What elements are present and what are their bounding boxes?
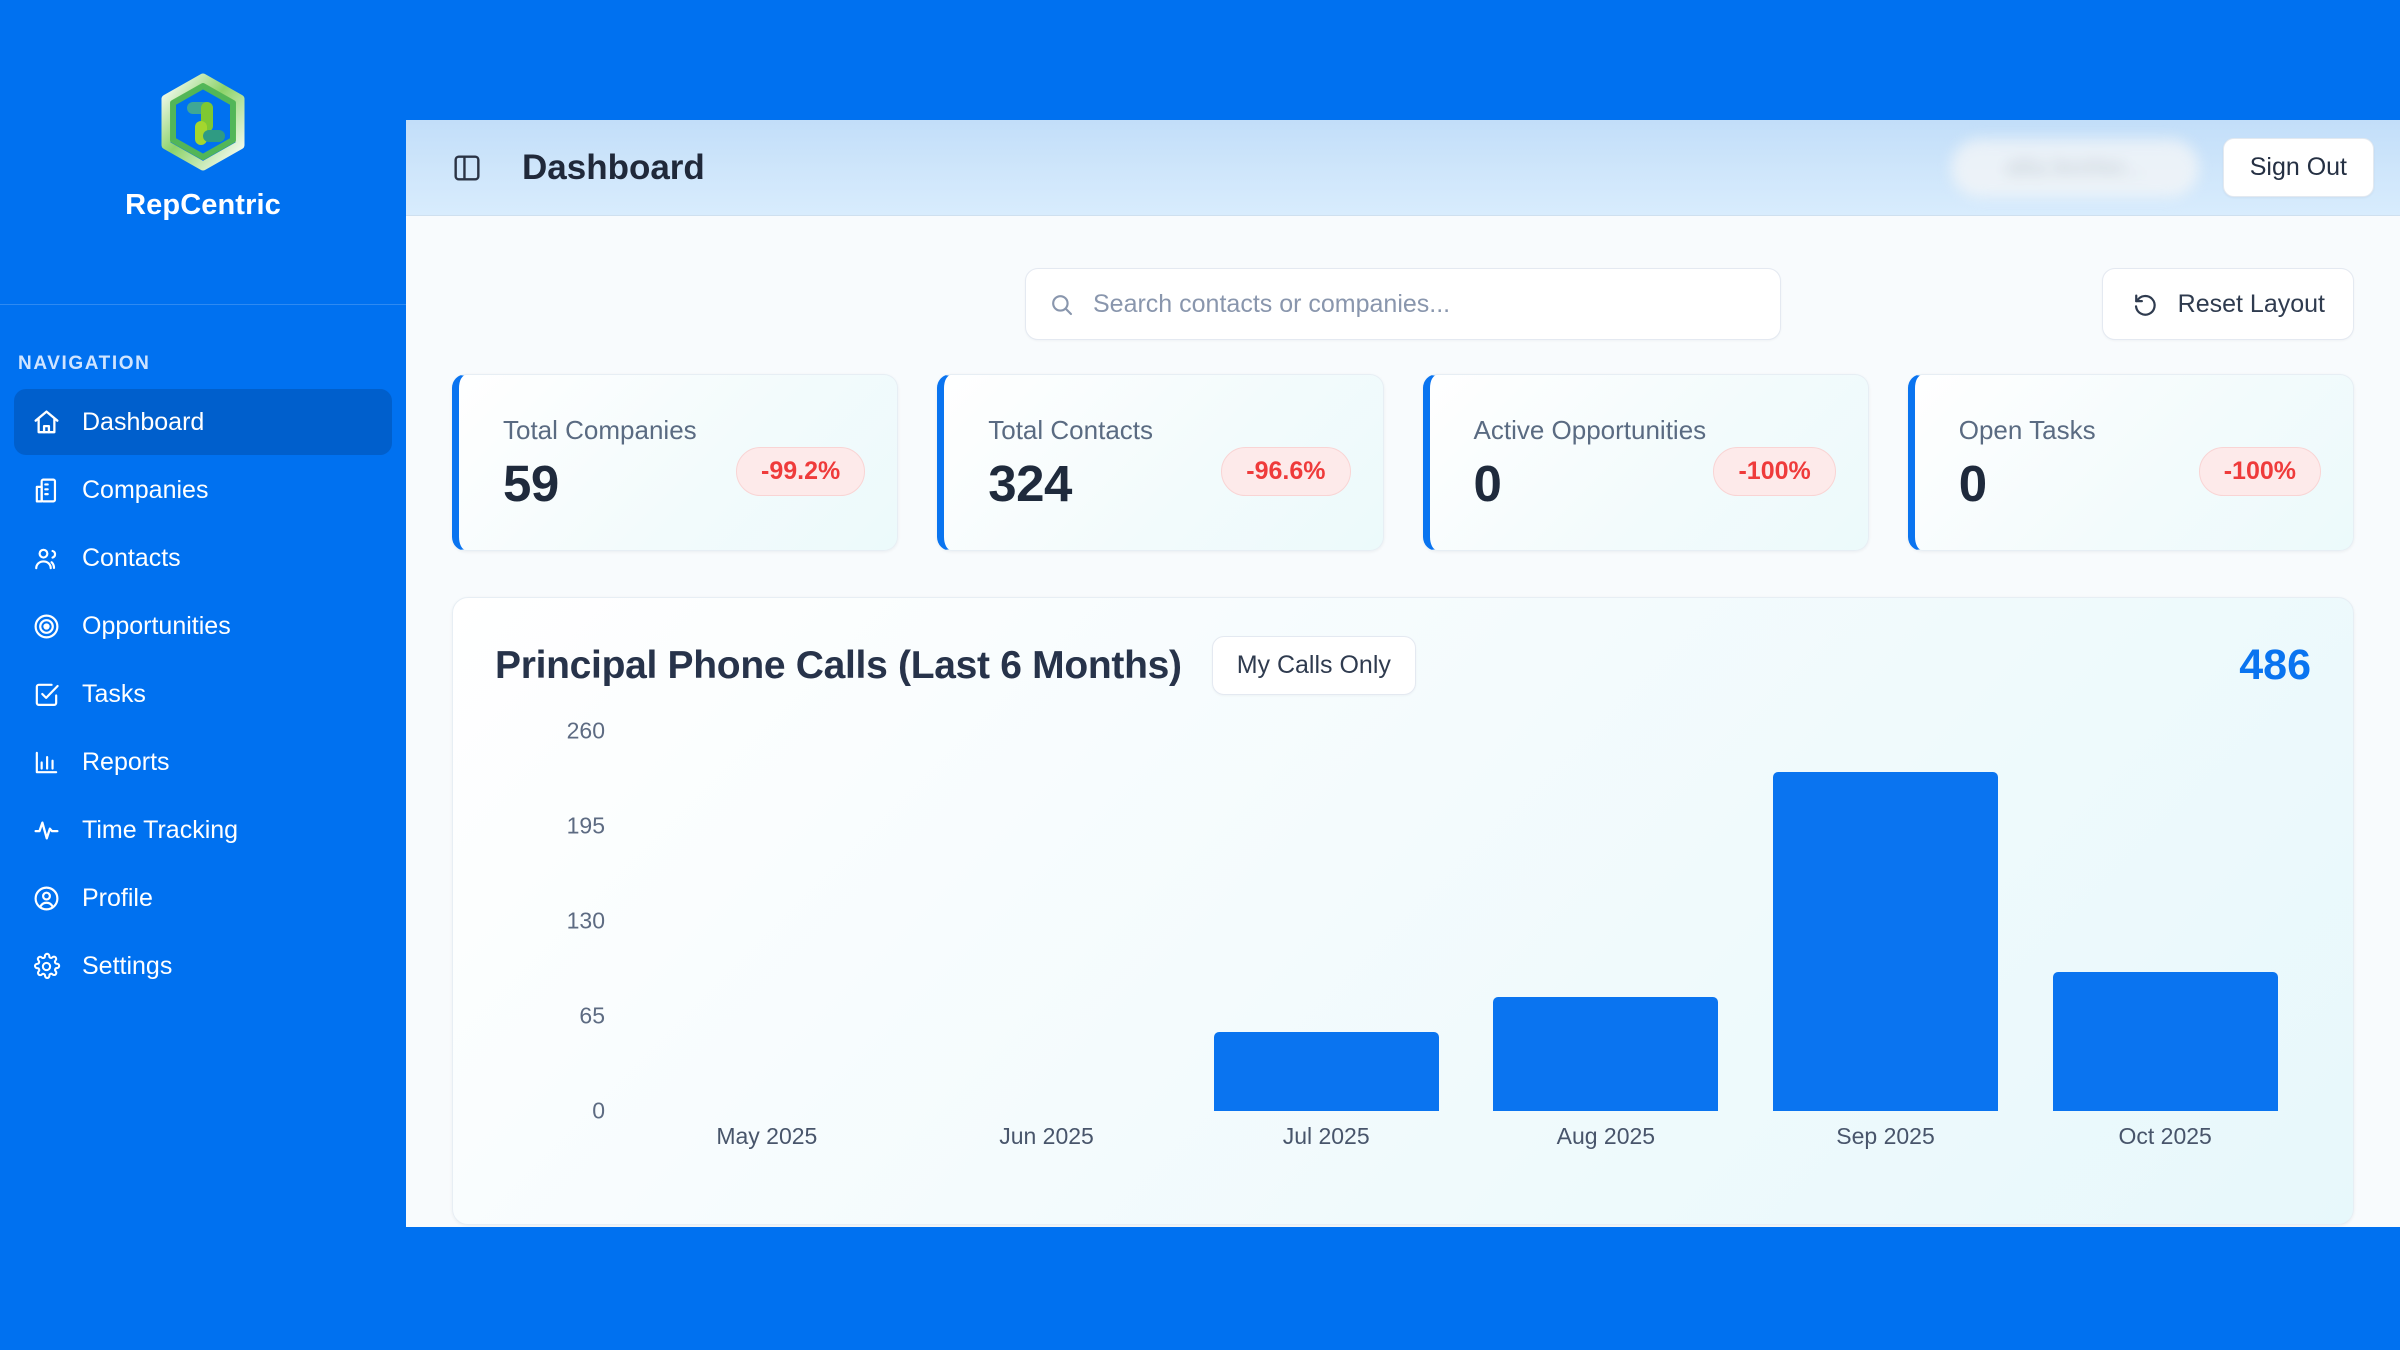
- top-bar-right: allia.lieshke... Sign Out: [1950, 138, 2374, 197]
- bar-column[interactable]: [627, 731, 907, 1111]
- kpi-label: Total Contacts: [988, 415, 1153, 445]
- y-axis: 260 195 130 65 0: [495, 718, 605, 1124]
- sidebar-item-label: Opportunities: [82, 611, 231, 640]
- phone-calls-chart-card: Principal Phone Calls (Last 6 Months) My…: [452, 597, 2354, 1225]
- sidebar-item-reports[interactable]: Reports: [14, 729, 392, 795]
- kpi-label: Open Tasks: [1958, 415, 2096, 445]
- x-tick-label: Jun 2025: [999, 1123, 1094, 1149]
- y-tick-label: 130: [566, 907, 605, 934]
- bar-column[interactable]: [907, 731, 1187, 1111]
- sidebar-item-label: Reports: [82, 747, 170, 776]
- kpi-card-total-contacts[interactable]: Total Contacts -96.6% 324: [937, 374, 1384, 551]
- reset-layout-label: Reset Layout: [2177, 289, 2325, 318]
- sidebar-item-label: Profile: [82, 883, 153, 912]
- sidebar-item-label: Time Tracking: [82, 815, 239, 844]
- bar[interactable]: [1493, 997, 1719, 1111]
- x-tick-label: Sep 2025: [1836, 1123, 1935, 1149]
- sidebar-item-label: Dashboard: [82, 407, 205, 436]
- search-wrapper: [1025, 268, 1781, 340]
- kpi-value: 324: [988, 455, 1072, 512]
- building-icon: [32, 476, 61, 505]
- search-input[interactable]: [1093, 289, 1758, 319]
- rotate-ccw-icon: [2131, 290, 2159, 318]
- y-tick-label: 260: [566, 717, 605, 744]
- x-tick-label: Oct 2025: [2118, 1123, 2212, 1149]
- kpi-delta-badge: -99.2%: [736, 447, 866, 496]
- users-icon: [32, 544, 61, 573]
- kpi-value: 0: [1958, 455, 1987, 512]
- reset-layout-button[interactable]: Reset Layout: [2101, 268, 2354, 340]
- target-icon: [32, 612, 61, 641]
- search-box[interactable]: [1025, 268, 1781, 340]
- gear-icon: [32, 952, 61, 981]
- kpi-value: 0: [1473, 455, 1502, 512]
- chart-title: Principal Phone Calls (Last 6 Months): [495, 643, 1182, 687]
- chart-total-value: 486: [2239, 641, 2311, 689]
- kpi-card-open-tasks[interactable]: Open Tasks -100% 0: [1907, 374, 2354, 551]
- kpi-label: Active Opportunities: [1473, 415, 1707, 445]
- sidebar: RepCentric NAVIGATION Dashboard Companie…: [0, 0, 406, 1350]
- kpi-value: 59: [503, 455, 559, 512]
- bar-column[interactable]: [1466, 731, 1746, 1111]
- check-square-icon: [32, 680, 61, 709]
- bar-column[interactable]: [1746, 731, 2026, 1111]
- sidebar-item-dashboard[interactable]: Dashboard: [14, 389, 392, 455]
- bar-column[interactable]: [2025, 731, 2305, 1111]
- bar-column[interactable]: [1186, 731, 1466, 1111]
- activity-icon: [32, 816, 61, 845]
- nav-section-label: NAVIGATION: [18, 353, 151, 374]
- sidebar-item-time-tracking[interactable]: Time Tracking: [14, 797, 392, 863]
- kpi-delta-badge: -100%: [2198, 447, 2321, 496]
- sidebar-nav: Dashboard Companies Contacts Opportuniti…: [0, 389, 406, 999]
- bar[interactable]: [2052, 972, 2278, 1111]
- kpi-card-total-companies[interactable]: Total Companies -99.2% 59: [452, 374, 899, 551]
- sidebar-item-contacts[interactable]: Contacts: [14, 525, 392, 591]
- main-panel: Dashboard allia.lieshke... Sign Out: [406, 120, 2400, 1227]
- sidebar-item-opportunities[interactable]: Opportunities: [14, 593, 392, 659]
- main-area: Dashboard allia.lieshke... Sign Out: [406, 0, 2400, 1350]
- kpi-label: Total Companies: [503, 415, 697, 445]
- x-tick-label: Aug 2025: [1556, 1123, 1656, 1149]
- sidebar-item-label: Tasks: [82, 679, 146, 708]
- search-row: Reset Layout: [406, 216, 2400, 340]
- bar-series: [627, 731, 2305, 1111]
- y-tick-label: 195: [566, 812, 605, 839]
- sidebar-item-label: Settings: [82, 951, 173, 980]
- page-title: Dashboard: [522, 147, 705, 187]
- y-tick-label: 65: [579, 1002, 605, 1029]
- sidebar-panel-icon[interactable]: [450, 151, 484, 185]
- home-icon: [32, 408, 61, 437]
- x-axis-labels: May 2025 Jun 2025 Jul 2025 Aug 2025 Sep 2025…: [627, 1123, 2305, 1150]
- top-bar: Dashboard allia.lieshke... Sign Out: [406, 120, 2400, 216]
- brand-name: RepCentric: [125, 188, 281, 221]
- user-email-pill[interactable]: allia.lieshke...: [1950, 138, 2199, 197]
- hexagon-logo-icon: [157, 73, 249, 173]
- sidebar-item-settings[interactable]: Settings: [14, 933, 392, 999]
- brand-block: RepCentric: [0, 0, 406, 305]
- kpi-delta-badge: -96.6%: [1221, 447, 1351, 496]
- kpi-delta-badge: -100%: [1713, 447, 1836, 496]
- bar-chart-plot: 260 195 130 65 0 May 2025 Jun 2025 Jul 2025 Aug…: [495, 718, 2311, 1161]
- y-tick-label: 0: [592, 1097, 605, 1124]
- chart-header: Principal Phone Calls (Last 6 Months) My…: [495, 636, 2311, 695]
- x-tick-label: Jul 2025: [1282, 1123, 1370, 1149]
- x-tick-label: May 2025: [716, 1123, 818, 1149]
- sign-out-button[interactable]: Sign Out: [2222, 138, 2374, 197]
- sidebar-item-label: Companies: [82, 475, 209, 504]
- bar[interactable]: [1213, 1032, 1439, 1111]
- sidebar-item-companies[interactable]: Companies: [14, 457, 392, 523]
- sidebar-item-label: Contacts: [82, 543, 181, 572]
- sidebar-item-tasks[interactable]: Tasks: [14, 661, 392, 727]
- user-circle-icon: [32, 884, 61, 913]
- bar[interactable]: [1773, 771, 1999, 1111]
- bar-chart-icon: [32, 748, 61, 777]
- my-calls-only-button[interactable]: My Calls Only: [1211, 636, 1416, 695]
- kpi-card-active-opportunities[interactable]: Active Opportunities -100% 0: [1422, 374, 1869, 551]
- sidebar-item-profile[interactable]: Profile: [14, 865, 392, 931]
- search-icon: [1048, 291, 1075, 318]
- kpi-row: Total Companies -99.2% 59 Total Contacts…: [406, 340, 2400, 551]
